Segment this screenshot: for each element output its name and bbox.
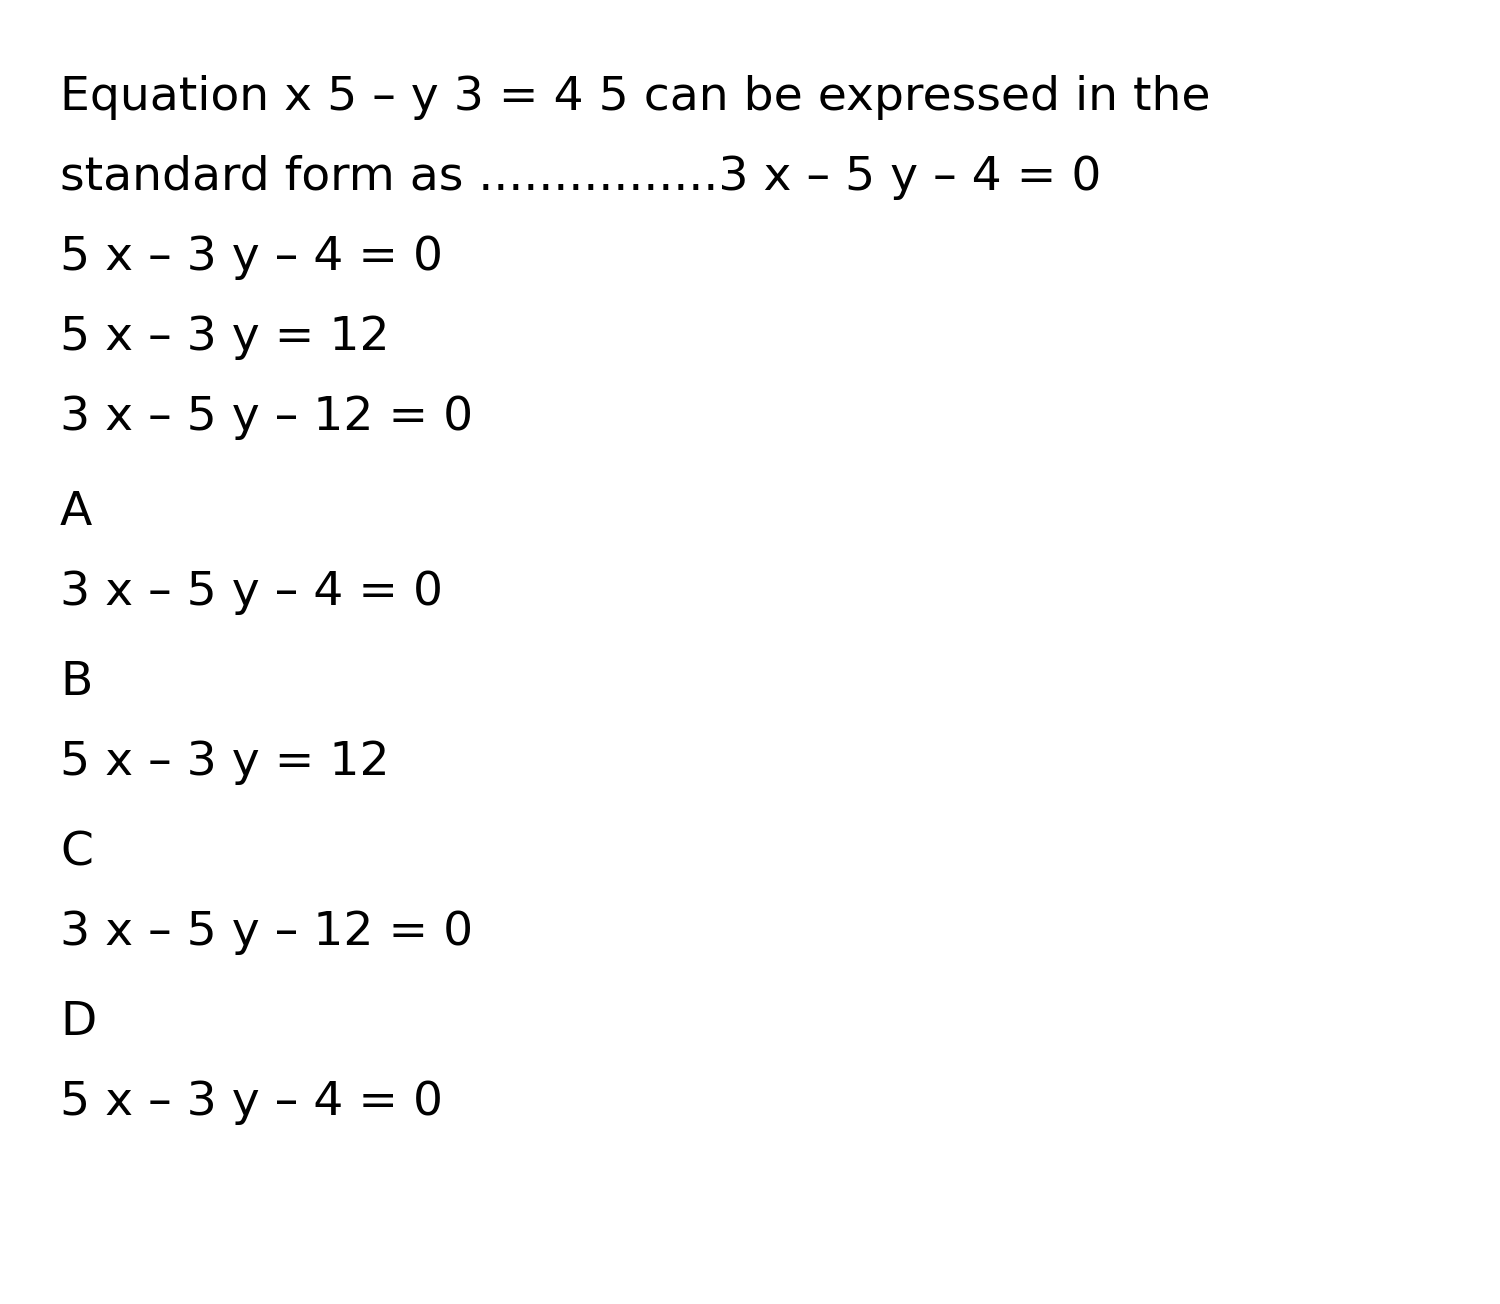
Text: standard form as ................3 x – 5 y – 4 = 0: standard form as ................3 x – 5… [60,155,1101,200]
Text: 3 x – 5 y – 12 = 0: 3 x – 5 y – 12 = 0 [60,910,473,955]
Text: 3 x – 5 y – 4 = 0: 3 x – 5 y – 4 = 0 [60,570,442,615]
Text: B: B [60,660,93,705]
Text: C: C [60,831,93,875]
Text: D: D [60,1000,96,1045]
Text: 5 x – 3 y = 12: 5 x – 3 y = 12 [60,316,390,360]
Text: 5 x – 3 y = 12: 5 x – 3 y = 12 [60,739,390,785]
Text: 5 x – 3 y – 4 = 0: 5 x – 3 y – 4 = 0 [60,1080,442,1125]
Text: 3 x – 5 y – 12 = 0: 3 x – 5 y – 12 = 0 [60,395,473,439]
Text: A: A [60,490,93,535]
Text: Equation x 5 – y 3 = 4 5 can be expressed in the: Equation x 5 – y 3 = 4 5 can be expresse… [60,76,1210,120]
Text: 5 x – 3 y – 4 = 0: 5 x – 3 y – 4 = 0 [60,235,442,280]
